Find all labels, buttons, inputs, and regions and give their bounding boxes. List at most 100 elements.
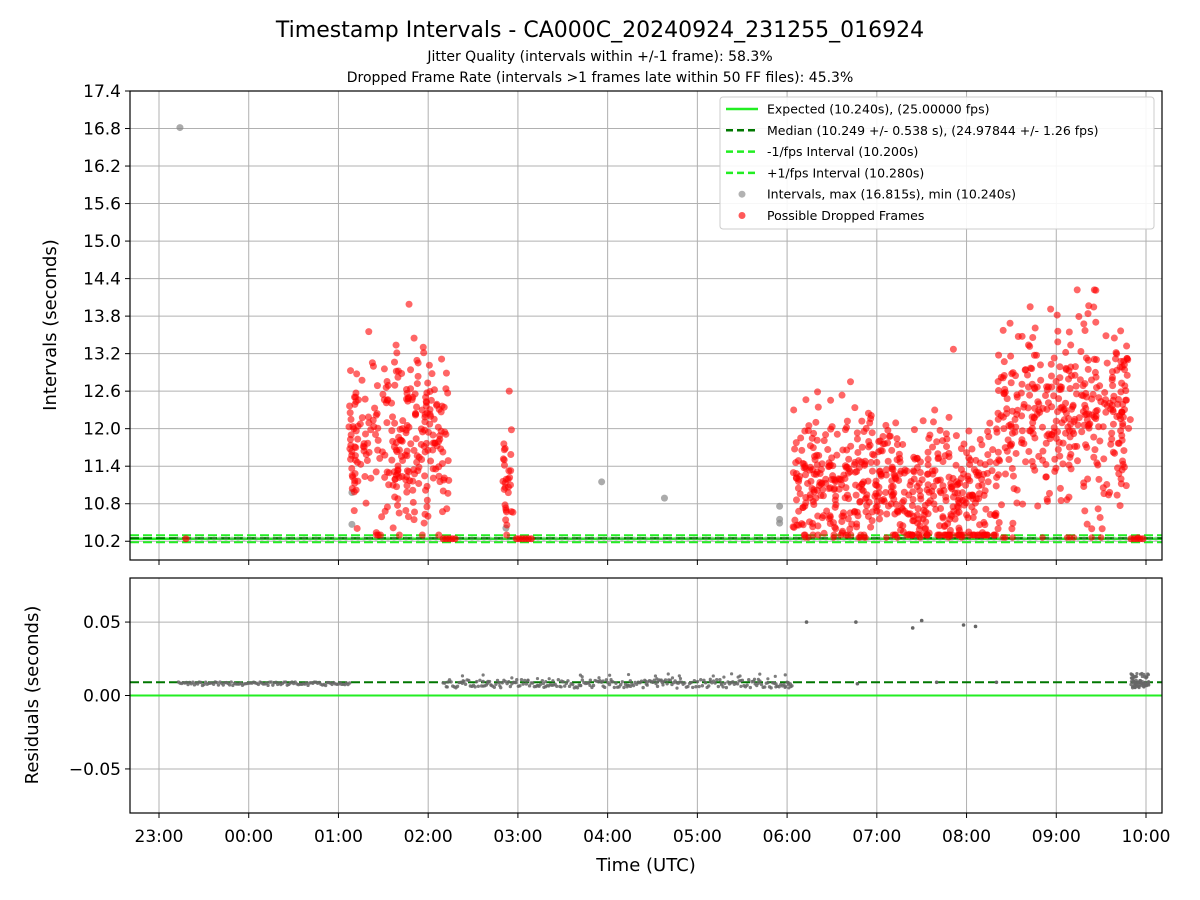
dropped-frame-point <box>501 501 509 509</box>
x-tick-label: 08:00 <box>942 827 991 847</box>
dropped-frame-point <box>1092 356 1100 364</box>
dropped-frame-point <box>852 491 860 499</box>
dropped-frame-point <box>792 459 800 467</box>
interval-point <box>229 536 235 541</box>
residual-point <box>540 678 545 683</box>
dropped-frame-point <box>968 503 976 511</box>
dropped-frame-point <box>367 426 375 434</box>
dropped-frame-point <box>942 430 950 438</box>
interval-point <box>367 536 373 541</box>
dropped-frame-point <box>985 433 993 441</box>
dropped-frame-point <box>1038 423 1046 431</box>
residual-point <box>774 682 778 686</box>
residual-point <box>526 678 530 682</box>
dropped-frame-point <box>361 430 369 438</box>
dropped-frame-point <box>423 503 431 511</box>
dropped-frame-point <box>1139 535 1147 543</box>
dropped-frame-point <box>910 426 918 434</box>
dropped-frame-point <box>1047 305 1055 313</box>
dropped-frame-point <box>858 480 866 488</box>
dropped-frame-point <box>909 495 917 503</box>
residual-point <box>695 679 700 684</box>
residual-point <box>460 674 465 678</box>
dropped-frame-point <box>802 494 810 502</box>
dropped-frame-point <box>423 439 431 447</box>
interval-point <box>493 536 499 541</box>
dropped-frame-point <box>797 434 805 442</box>
dropped-frame-point <box>1000 358 1008 366</box>
residual-point <box>699 678 703 682</box>
residual-point <box>449 680 453 684</box>
dropped-frame-point <box>1025 448 1033 456</box>
dropped-frame-point <box>363 456 371 464</box>
dropped-frame-point <box>812 494 820 502</box>
dropped-frame-point <box>868 517 876 525</box>
dropped-frame-point <box>437 445 445 453</box>
residual-point <box>523 678 527 683</box>
residual-point <box>766 680 770 685</box>
dropped-frame-point <box>426 387 434 395</box>
residual-point <box>626 672 631 677</box>
dropped-frame-point <box>853 435 861 443</box>
dropped-frame-point <box>857 458 865 466</box>
residual-point <box>567 684 572 689</box>
residual-point <box>1144 675 1148 679</box>
dropped-frame-point <box>837 531 845 539</box>
interval-point <box>409 536 415 541</box>
interval-point <box>235 536 241 541</box>
residual-point <box>641 685 645 690</box>
residual-point <box>229 680 233 684</box>
dropped-frame-point <box>412 435 420 443</box>
residual-point <box>854 620 858 624</box>
dropped-frame-point <box>1134 534 1142 541</box>
dropped-frame-point <box>391 475 399 483</box>
dropped-frame-point <box>1122 482 1130 490</box>
y-tick-label: 0.00 <box>83 687 121 707</box>
dropped-frame-point <box>917 492 925 500</box>
dropped-frame-point <box>440 403 448 411</box>
dropped-frame-point <box>931 467 939 475</box>
residual-point <box>489 683 493 687</box>
x-tick-label: 00:00 <box>224 827 273 847</box>
dropped-frame-point <box>820 529 828 537</box>
dropped-frame-point <box>1066 433 1074 441</box>
dropped-frame-point <box>1067 450 1075 458</box>
dropped-frame-point <box>403 488 411 496</box>
dropped-frame-point <box>908 531 916 539</box>
dropped-frame-point <box>365 328 373 336</box>
dropped-frame-point <box>1009 519 1017 527</box>
intervals-y-axis: 10.2 10.8 11.4 12.0 12.6 13.2 13.8 14.4 15.0 15.6… <box>83 82 130 552</box>
dropped-frame-point <box>1053 311 1061 319</box>
dropped-frame-point <box>936 487 944 495</box>
dropped-frame-point <box>964 475 972 483</box>
residual-point <box>269 680 273 684</box>
residual-point <box>347 681 352 685</box>
dropped-frame-point <box>1090 286 1098 294</box>
dropped-frame-point <box>883 534 890 541</box>
dropped-frame-point <box>923 531 931 539</box>
dropped-frame-point <box>438 355 446 363</box>
dropped-frame-point <box>919 417 927 425</box>
dropped-frame-point <box>391 381 399 389</box>
dropped-frame-point <box>1009 534 1016 541</box>
dropped-frame-point <box>1116 502 1124 510</box>
dropped-frame-point <box>1095 475 1103 483</box>
residual-point <box>485 681 490 685</box>
residual-point <box>663 678 668 682</box>
dropped-frame-point <box>794 484 802 492</box>
dropped-frame-point <box>394 466 402 474</box>
dropped-frame-point <box>392 367 400 375</box>
dropped-frame-point <box>1071 443 1079 451</box>
dropped-frame-point <box>412 410 420 418</box>
dropped-frame-point <box>403 467 411 475</box>
dropped-frame-point <box>941 452 949 460</box>
dropped-frame-point <box>873 458 881 466</box>
dropped-frame-point <box>507 426 515 434</box>
dropped-frame-point <box>1001 385 1009 393</box>
dropped-frame-point <box>1029 334 1037 342</box>
dropped-frame-point <box>1112 349 1120 357</box>
dropped-frame-point <box>965 427 973 435</box>
dropped-frame-point <box>410 516 418 524</box>
dropped-frame-point <box>1032 351 1040 359</box>
interval-point <box>469 536 475 541</box>
